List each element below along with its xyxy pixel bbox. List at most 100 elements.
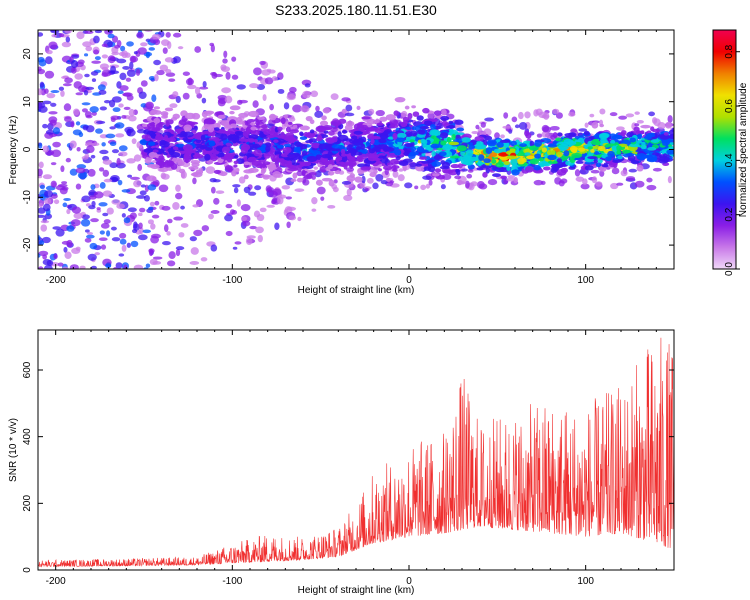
spectrogram-band-cell — [640, 130, 645, 135]
spectrogram-noise-cell — [518, 121, 528, 130]
spectrogram-band-cell — [598, 145, 606, 152]
spectrogram-noise-cell — [109, 70, 120, 75]
spectrogram-noise-cell — [611, 167, 620, 175]
spectrogram-band-cell — [285, 126, 291, 133]
spectrogram-noise-cell — [129, 212, 137, 220]
spectrogram-noise-cell — [100, 244, 107, 250]
spectrogram-noise-cell — [205, 166, 216, 174]
spectrogram-noise-cell — [137, 47, 147, 55]
spectrogram-noise-cell — [39, 184, 46, 190]
spectrogram-noise-cell — [121, 213, 126, 218]
spectrogram-noise-cell — [589, 113, 595, 118]
spectrogram-band-cell — [456, 145, 467, 152]
spectrogram-noise-cell — [45, 129, 55, 135]
spectrogram-band-cell — [235, 167, 240, 173]
snr-y-tick-label: 400 — [22, 428, 33, 445]
spectrogram-band-cell — [517, 157, 526, 165]
spectrogram-noise-cell — [111, 199, 121, 205]
spectrogram-noise-cell — [420, 184, 427, 191]
spectrogram-noise-cell — [122, 65, 130, 70]
spectrogram-noise-cell — [182, 92, 190, 100]
colorbar-tick-label: 0.8 — [724, 44, 735, 58]
spectrogram-band-cell — [423, 120, 433, 126]
spectrogram-band-cell — [299, 143, 304, 148]
spectrogram-noise-cell — [152, 256, 163, 260]
spectrogram-noise-cell — [257, 234, 263, 243]
spectrogram-band-cell — [546, 149, 556, 156]
spectrogram-band-cell — [341, 130, 348, 134]
colorbar-gradient — [712, 29, 737, 270]
spectrogram-band-cell — [359, 148, 368, 154]
spectrogram-band-cell — [323, 130, 329, 134]
spectrogram-noise-cell — [98, 237, 108, 242]
spectrogram-noise-cell — [44, 197, 52, 205]
spectrogram-noise-cell — [91, 60, 101, 64]
spectrogram-band-cell — [287, 153, 299, 159]
spectrogram-band-cell — [665, 121, 672, 129]
spectrogram-band-cell — [195, 169, 204, 175]
spectrogram-noise-cell — [85, 125, 95, 133]
spectrogram-noise-cell — [217, 99, 226, 107]
spectrogram-band-cell — [379, 133, 388, 140]
spectrogram-noise-cell — [81, 214, 90, 220]
spectrogram-noise-cell — [648, 111, 656, 117]
spectrogram-band-cell — [577, 147, 586, 152]
spectrogram-noise-cell — [625, 176, 636, 181]
spectrogram-noise-cell — [123, 264, 128, 269]
spectrogram-band-cell — [337, 134, 349, 142]
spectrogram-band-cell — [309, 129, 315, 134]
spectrogram-noise-cell — [138, 234, 148, 241]
spectrogram-noise-cell — [53, 253, 58, 260]
spectrogram-noise-cell — [242, 220, 251, 227]
spectrogram-noise-cell — [233, 187, 239, 194]
spectrogram-band-cell — [533, 164, 541, 171]
spectrogram-noise-cell — [58, 33, 65, 38]
spectrogram-noise-cell — [82, 41, 92, 48]
spectrogram-band-cell — [594, 151, 600, 155]
spectrogram-band-cell — [151, 176, 157, 182]
spectrogram-band-cell — [229, 110, 235, 115]
spectrogram-noise-cell — [72, 269, 79, 277]
spectrogram-noise-cell — [231, 56, 237, 62]
spectrogram-noise-cell — [142, 267, 149, 269]
spectrogram-noise-cell — [172, 91, 179, 98]
spectrogram-noise-cell — [50, 180, 57, 188]
spectrogram-band-cell — [292, 124, 298, 129]
spectrogram-noise-cell — [156, 70, 165, 76]
spectrogram-band-cell — [629, 137, 637, 143]
spectrogram-band-cell — [599, 132, 610, 139]
spectrogram-band-cell — [331, 144, 343, 149]
spectrogram-band-cell — [299, 125, 310, 131]
colorbar-tick-label: 0.4 — [724, 153, 735, 167]
spectrogram-noise-cell — [618, 115, 628, 120]
spectrogram-noise-cell — [106, 230, 111, 237]
spectrogram-noise-cell — [38, 32, 44, 37]
spectrogram-noise-cell — [95, 128, 103, 134]
spectrogram-band-cell — [240, 143, 251, 151]
spectrogram-noise-cell — [502, 125, 512, 129]
spectrogram-noise-cell — [511, 116, 518, 123]
spectrogram-band-cell — [287, 121, 293, 125]
spectrogram-noise-cell — [64, 77, 73, 84]
spectrogram-band-cell — [395, 155, 401, 161]
spectrogram-noise-cell — [243, 186, 251, 194]
spectrogram-band-cell — [175, 143, 185, 148]
spectrogram-band-cell — [296, 177, 304, 183]
spectrogram-band-cell — [483, 158, 491, 163]
spectrogram-band-cell — [238, 112, 249, 118]
spectrogram-noise-cell — [89, 106, 99, 113]
spectrogram-band-cell — [231, 170, 237, 177]
spectrogram-noise-cell — [187, 77, 193, 86]
spectrogram-band-cell — [605, 156, 612, 162]
spectrogram-band-cell — [649, 154, 658, 162]
spectrogram-noise-cell — [71, 247, 81, 255]
spectrogram-noise-cell — [117, 179, 123, 186]
spectrogram-noise-cell — [187, 84, 197, 90]
spectrogram-noise-cell — [255, 226, 264, 234]
spectrogram-band-cell — [225, 142, 233, 147]
spectrogram-band-cell — [346, 175, 356, 182]
spectrogram-noise-cell — [223, 50, 228, 59]
spectrogram-band-cell — [538, 157, 544, 162]
spectrogram-noise-cell — [241, 216, 248, 221]
spectrogram-noise-cell — [552, 108, 560, 115]
